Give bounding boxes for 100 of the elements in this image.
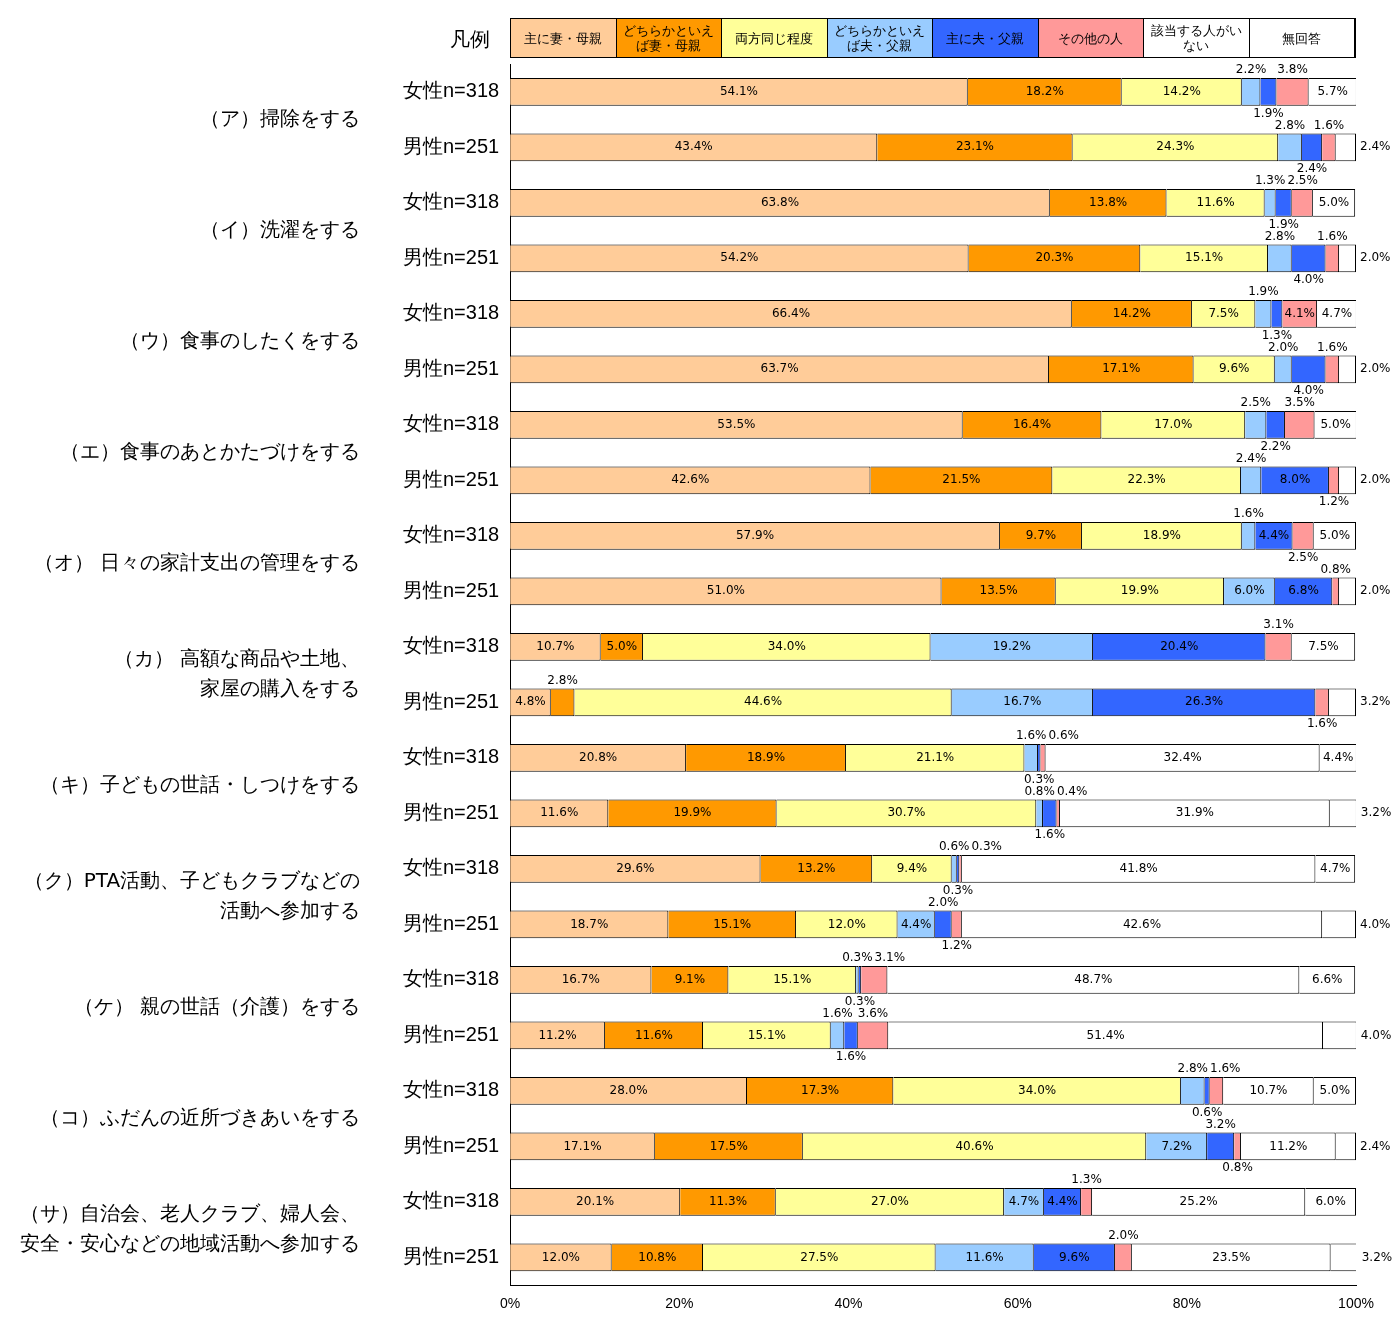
data-label: 7.5% (1308, 638, 1339, 653)
data-label: 13.8% (1089, 194, 1128, 209)
y-tick-label: 女性n=318 (403, 1078, 500, 1101)
data-label: 4.7% (1008, 1194, 1040, 1209)
data-label: 15.1% (1185, 250, 1224, 265)
data-label: 5.7% (1317, 83, 1348, 98)
y-tick-label: 女性n=318 (403, 856, 500, 879)
data-label: 0.4% (1056, 783, 1088, 798)
data-label: 5.0% (1320, 416, 1351, 431)
y-tick-label: 女性n=318 (403, 967, 500, 990)
data-label: 23.1% (955, 139, 995, 154)
data-label: 17.1% (563, 1138, 602, 1153)
data-label: 1.6% (1306, 716, 1338, 731)
data-label: 7.5% (1208, 305, 1239, 320)
data-label: 16.4% (1012, 416, 1052, 431)
y-tick-label: 男性n=251 (403, 911, 500, 934)
data-label: 1.6% (1015, 728, 1047, 743)
y-tick-label: 男性n=251 (403, 578, 500, 601)
data-label: 13.2% (797, 861, 836, 876)
data-label: 26.3% (1185, 694, 1224, 709)
data-label: 25.2% (1179, 1194, 1218, 1209)
data-label: 24.3% (1156, 139, 1195, 154)
y-tick-label: 男性n=251 (403, 134, 500, 157)
data-label: 1.6% (835, 1049, 867, 1064)
data-label: 43.4% (674, 139, 713, 154)
data-label: 2.8% (1274, 117, 1306, 132)
data-label: 20.8% (579, 749, 618, 764)
y-tick-label: 男性n=251 (403, 1133, 500, 1156)
data-label: 21.1% (916, 749, 955, 764)
data-label: 20.4% (1160, 638, 1199, 653)
data-label: 2.4% (1360, 1138, 1391, 1153)
data-label: 16.7% (1003, 694, 1042, 709)
data-label: 4.4% (900, 916, 932, 931)
data-label: 0.3% (844, 993, 876, 1008)
data-label: 3.1% (874, 950, 906, 965)
data-label: 1.3% (1254, 173, 1286, 188)
data-label: 18.9% (746, 749, 786, 764)
data-label: 51.0% (706, 583, 745, 598)
data-label: 4.4% (1258, 527, 1290, 542)
data-label: 41.8% (1119, 861, 1158, 876)
y-tick-label: 女性n=318 (403, 634, 500, 657)
y-tick-label: 女性n=318 (403, 301, 500, 324)
data-label: 12.0% (827, 916, 866, 931)
data-label: 14.2% (1112, 305, 1151, 320)
y-tick-label: 女性n=318 (403, 79, 500, 102)
text: 両方同じ程度 (722, 19, 828, 57)
data-label: 3.6% (857, 1005, 889, 1020)
data-label: 6.0% (1234, 583, 1265, 598)
text: （オ） 日々の家計支出の管理をする (33, 549, 361, 574)
data-label: 63.7% (760, 361, 799, 376)
data-label: 1.6% (1317, 339, 1348, 354)
data-label: 0.6% (938, 839, 970, 854)
x-tick-label: 80% (1172, 1295, 1201, 1312)
data-label: 53.5% (717, 416, 756, 431)
data-label: 6.6% (1311, 972, 1343, 987)
text: （キ）子どもの世話・しつけをする (40, 771, 361, 796)
text: （エ）食事のあとかたづけをする (60, 438, 361, 463)
data-label: 13.5% (979, 583, 1018, 598)
data-label: 2.5% (1287, 173, 1318, 188)
y-tick-label: 男性n=251 (403, 467, 500, 490)
data-label: 15.1% (713, 916, 752, 931)
text: （イ）洗濯をする (200, 216, 361, 241)
data-label: 11.6% (634, 1027, 674, 1042)
data-label: 10.7% (1249, 1083, 1288, 1098)
data-label: 31.9% (1175, 805, 1214, 820)
data-label: 27.5% (800, 1249, 839, 1264)
y-tick-label: 男性n=251 (403, 689, 500, 712)
data-label: 11.2% (538, 1027, 577, 1042)
data-label: 15.1% (747, 1027, 786, 1042)
data-label: 0.3% (942, 882, 974, 897)
data-label: 17.3% (801, 1083, 840, 1098)
data-label: 17.5% (709, 1138, 748, 1153)
data-label: 1.9% (1253, 105, 1284, 120)
data-label: 11.6% (540, 805, 579, 820)
x-tick-label: 100% (1338, 1295, 1374, 1312)
data-label: 22.3% (1127, 472, 1166, 487)
data-label: 0.3% (1023, 771, 1055, 786)
data-label: 5.0% (1319, 527, 1351, 542)
data-label: 66.4% (771, 305, 811, 320)
y-tick-label: 女性n=318 (403, 190, 500, 213)
data-label: 21.5% (942, 472, 981, 487)
data-label: 23.5% (1212, 1249, 1251, 1264)
y-tick-label: 男性n=251 (403, 1022, 500, 1045)
data-label: 1.3% (1261, 327, 1293, 342)
data-label: 2.0% (1360, 250, 1391, 265)
y-tick-label: 女性n=318 (403, 523, 500, 546)
data-label: 6.8% (1288, 583, 1319, 598)
data-label: 54.2% (720, 250, 759, 265)
data-label: 2.4% (1296, 161, 1328, 176)
data-label: 20.1% (576, 1194, 615, 1209)
data-label: 0.8% (1222, 1160, 1253, 1175)
data-label: 17.0% (1154, 416, 1193, 431)
data-label: 12.0% (541, 1249, 580, 1264)
data-label: 8.0% (1279, 472, 1311, 487)
x-tick-label: 20% (665, 1295, 694, 1312)
x-tick-label: 40% (834, 1295, 863, 1312)
data-label: 0.8% (1024, 783, 1055, 798)
data-label: 2.0% (1360, 361, 1391, 376)
data-label: 18.2% (1025, 83, 1064, 98)
data-label: 1.6% (1313, 117, 1345, 132)
